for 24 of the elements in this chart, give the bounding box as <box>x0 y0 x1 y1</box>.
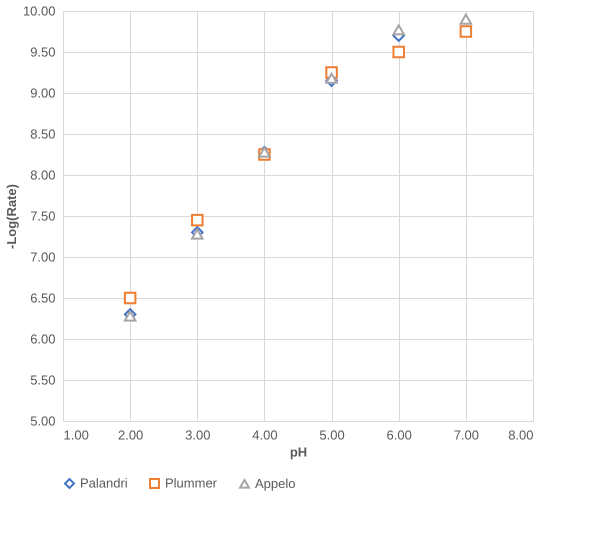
x-tick-label: 7.00 <box>454 428 480 442</box>
x-tick-label: 4.00 <box>252 428 278 442</box>
y-tick-label: 9.00 <box>30 86 56 100</box>
x-tick-label: 6.00 <box>386 428 412 442</box>
y-tick-label: 6.00 <box>30 332 56 346</box>
x-tick-label: 3.00 <box>185 428 210 442</box>
legend-label: Plummer <box>165 476 218 491</box>
x-tick-label: 5.00 <box>319 428 345 442</box>
x-axis-title: pH <box>290 444 308 460</box>
y-axis-title: -Log(Rate) <box>4 184 19 249</box>
y-tick-label: 9.50 <box>30 44 56 60</box>
y-tick-label: 6.50 <box>30 290 56 306</box>
legend-label: Palandri <box>80 476 128 491</box>
x-tick-label: 2.00 <box>118 428 144 442</box>
y-tick-label: 5.00 <box>30 414 56 428</box>
x-tick-label: 8.00 <box>508 428 534 442</box>
y-tick-label: 5.50 <box>30 372 56 388</box>
y-tick-label: 8.00 <box>30 168 56 182</box>
legend-label: Appelo <box>255 476 296 491</box>
y-tick-label: 7.50 <box>30 208 56 224</box>
y-tick-label: 7.00 <box>30 250 56 264</box>
y-tick-label: 8.50 <box>30 126 56 142</box>
x-tick-label: 1.00 <box>64 428 89 442</box>
y-tick-label: 10.00 <box>22 4 56 18</box>
